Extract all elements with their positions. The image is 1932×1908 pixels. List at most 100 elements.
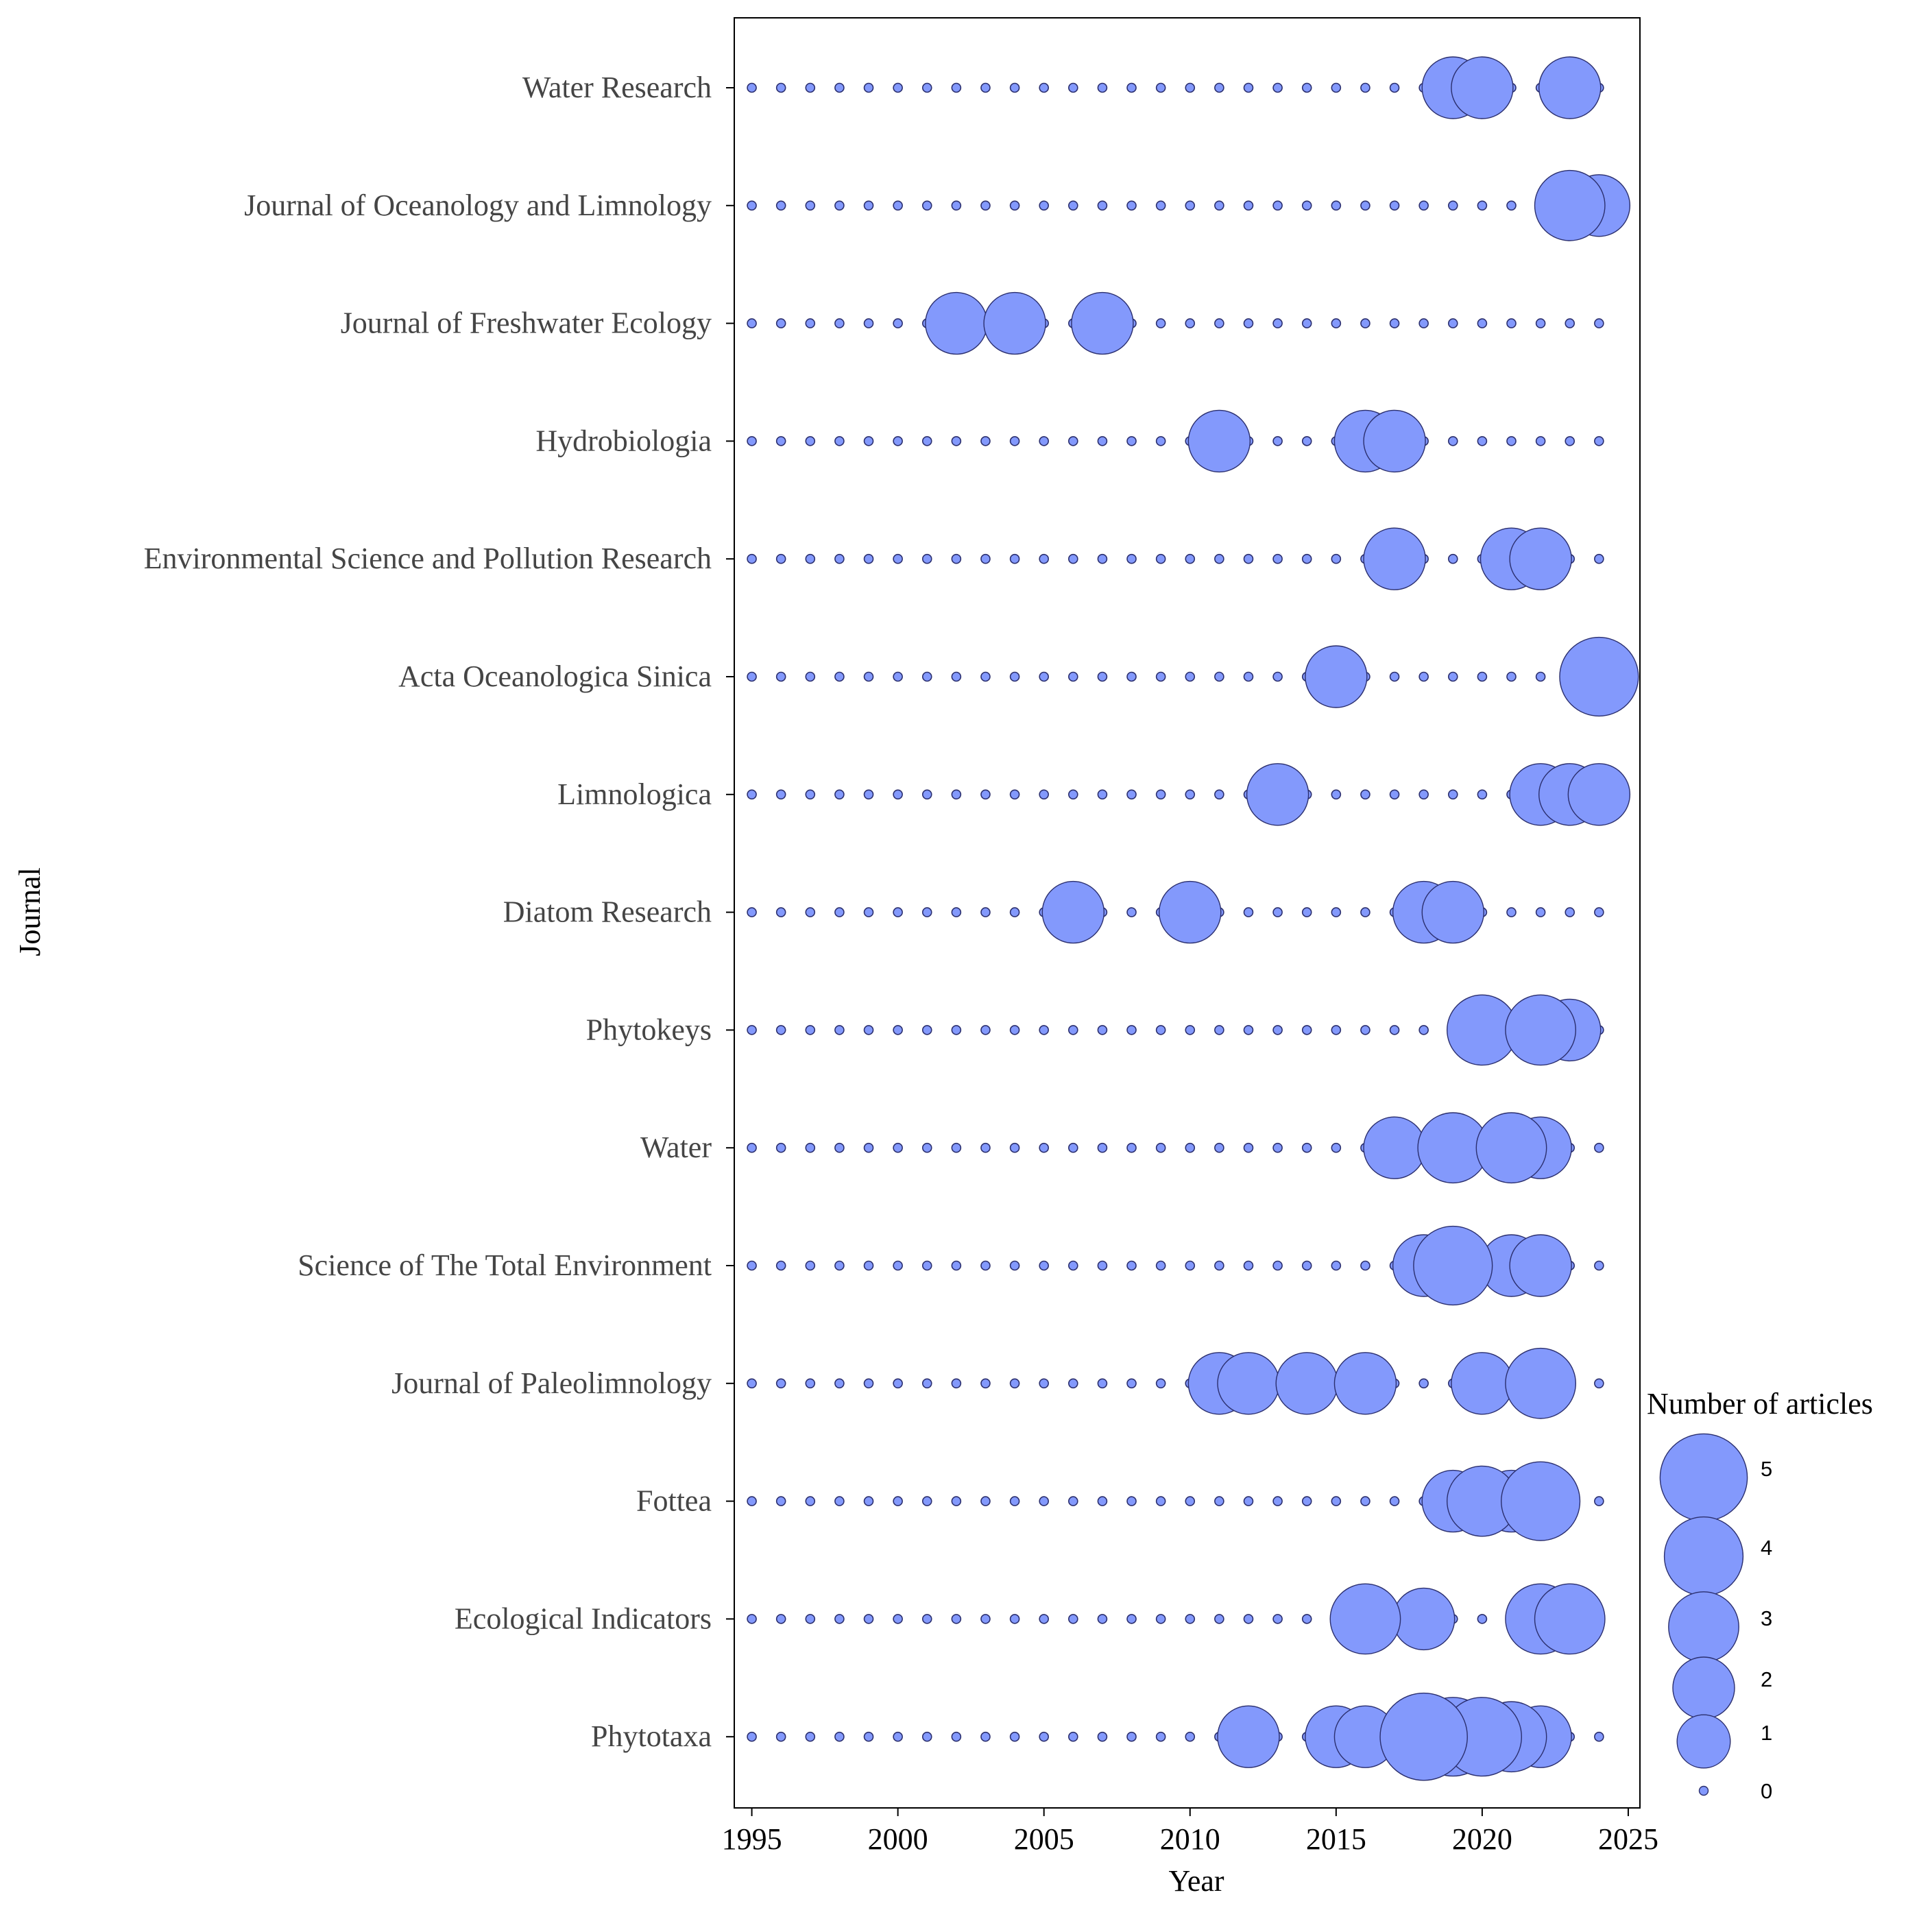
bubble-point <box>893 200 903 211</box>
bubble-point <box>951 1142 962 1153</box>
y-tick-label: Phytotaxa <box>591 1719 712 1753</box>
bubble-point <box>951 436 962 446</box>
bubble-point <box>1155 671 1166 682</box>
bubble-point <box>747 1731 757 1742</box>
bubble-point <box>1331 200 1342 211</box>
bubble-point <box>1535 318 1546 328</box>
bubble-point <box>1039 82 1049 93</box>
bubble-point <box>1272 1260 1283 1271</box>
bubble-point <box>980 907 991 917</box>
bubble-point <box>921 1378 932 1389</box>
bubble-point <box>1594 553 1604 564</box>
bubble-point <box>980 1142 991 1153</box>
bubble-point <box>980 1260 991 1271</box>
bubble-point <box>1155 82 1166 93</box>
bubble-point <box>805 1731 816 1742</box>
bubble-point <box>805 1025 816 1035</box>
bubble-point <box>1097 1378 1108 1389</box>
bubble-point <box>1360 200 1370 211</box>
bubble-point <box>1477 789 1488 800</box>
bubble-point <box>1041 880 1105 944</box>
bubble-point <box>1594 907 1604 917</box>
legend-label: 5 <box>1761 1457 1772 1481</box>
bubble-point <box>1185 82 1196 93</box>
bubble-point <box>1418 1378 1429 1389</box>
bubble-point <box>805 671 816 682</box>
bubble-point <box>1535 436 1546 446</box>
bubble-point <box>1068 671 1078 682</box>
bubble-point <box>747 671 757 682</box>
x-axis-title: Year <box>1168 1864 1224 1898</box>
bubble-point <box>863 671 874 682</box>
bubble-point <box>775 200 786 211</box>
bubble-point <box>1214 1614 1224 1624</box>
bubble-point <box>1097 1142 1108 1153</box>
bubble-point <box>1214 789 1224 800</box>
bubble-point <box>775 318 786 328</box>
x-tick-label: 1995 <box>722 1822 782 1856</box>
bubble-point <box>921 1025 932 1035</box>
bubble-point <box>1331 1142 1342 1153</box>
bubble-point <box>1068 82 1078 93</box>
x-tick-label: 2025 <box>1598 1822 1658 1856</box>
bubble-point <box>893 907 903 917</box>
bubble-point <box>805 1260 816 1271</box>
bubble-point <box>1451 56 1514 119</box>
bubble-point <box>1009 1614 1020 1624</box>
bubble-point <box>805 553 816 564</box>
bubble-point <box>1389 318 1400 328</box>
bubble-point <box>893 1731 903 1742</box>
bubble-point <box>1421 880 1484 944</box>
bubble-point <box>1272 1496 1283 1506</box>
bubble-point <box>775 1142 786 1153</box>
bubble-point <box>1535 907 1546 917</box>
bubble-point <box>805 1378 816 1389</box>
bubble-point <box>1009 1731 1020 1742</box>
bubble-point <box>1217 1705 1280 1768</box>
bubble-point <box>1185 1614 1196 1624</box>
bubble-point <box>1009 553 1020 564</box>
bubble-point <box>747 200 757 211</box>
bubble-point <box>893 1496 903 1506</box>
bubble-point <box>1097 436 1108 446</box>
bubble-point <box>1039 1378 1049 1389</box>
y-tick-label: Environmental Science and Pollution Rese… <box>144 542 712 575</box>
bubble-point <box>1567 763 1631 826</box>
bubble-point <box>1097 1260 1108 1271</box>
bubble-point <box>1272 436 1283 446</box>
x-tick-label: 2010 <box>1160 1822 1220 1856</box>
bubble-point <box>834 1496 845 1506</box>
bubble-point <box>1185 200 1196 211</box>
bubble-point <box>1243 1142 1254 1153</box>
y-tick-label: Journal of Paleolimnology <box>391 1366 712 1400</box>
bubble-point <box>1534 169 1606 241</box>
legend-key <box>1676 1714 1731 1769</box>
bubble-point <box>951 907 962 917</box>
bubble-point <box>1097 789 1108 800</box>
bubble-point <box>1418 200 1429 211</box>
y-tick-label: Fottea <box>636 1484 712 1518</box>
bubble-point <box>1185 1496 1196 1506</box>
bubble-point <box>1272 907 1283 917</box>
bubble-point <box>1039 1142 1049 1153</box>
bubble-point <box>1039 200 1049 211</box>
bubble-point <box>1126 1378 1137 1389</box>
bubble-point <box>1301 1614 1312 1624</box>
bubble-point <box>747 436 757 446</box>
bubble-point <box>1272 553 1283 564</box>
bubble-point <box>1243 82 1254 93</box>
bubble-point <box>980 1378 991 1389</box>
bubble-point <box>1185 1260 1196 1271</box>
bubble-point <box>863 1496 874 1506</box>
bubble-point <box>1594 1731 1604 1742</box>
legend-key <box>1668 1591 1739 1663</box>
bubble-point <box>1068 553 1078 564</box>
bubble-point <box>805 1142 816 1153</box>
bubble-point <box>1068 1025 1078 1035</box>
bubble-point <box>1363 527 1426 590</box>
bubble-point <box>1501 1461 1581 1541</box>
bubble-point <box>1331 318 1342 328</box>
bubble-point <box>1505 994 1577 1066</box>
bubble-point <box>1155 1731 1166 1742</box>
